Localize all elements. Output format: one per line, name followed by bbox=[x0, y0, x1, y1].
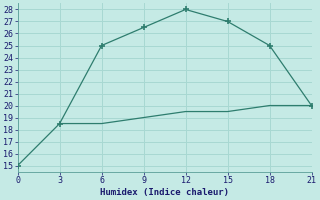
X-axis label: Humidex (Indice chaleur): Humidex (Indice chaleur) bbox=[100, 188, 229, 197]
